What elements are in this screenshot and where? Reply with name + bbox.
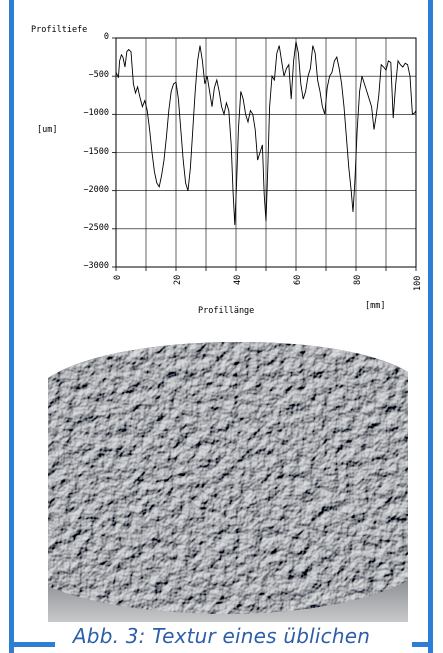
x-axis-title: Profillänge bbox=[198, 306, 255, 316]
y-tick-label: −1000 bbox=[83, 108, 109, 119]
frame-border-left bbox=[9, 0, 14, 653]
y-tick-label: −2000 bbox=[83, 184, 109, 195]
x-tick-label: 20 bbox=[173, 275, 183, 286]
x-axis-unit: [mm] bbox=[365, 301, 386, 311]
plot-frame bbox=[115, 37, 417, 268]
profile-series-line bbox=[115, 41, 417, 226]
figure-caption: Abb. 3: Textur eines üblichen bbox=[72, 624, 371, 648]
x-tick-label: 40 bbox=[233, 275, 243, 286]
texture-surface-image bbox=[48, 342, 408, 622]
x-tick-label: 60 bbox=[293, 275, 303, 286]
chart-ticks bbox=[112, 37, 417, 271]
frame-border-right bbox=[428, 0, 433, 653]
x-tick-label: 80 bbox=[353, 275, 363, 286]
x-tick-label: 100 bbox=[413, 275, 423, 291]
chart-grid bbox=[115, 37, 417, 268]
profile-chart bbox=[112, 37, 417, 271]
y-axis-unit: [um] bbox=[37, 125, 58, 135]
y-tick-label: −500 bbox=[88, 70, 109, 81]
y-axis-title: Profiltiefe bbox=[31, 25, 88, 35]
y-tick-label: −3000 bbox=[83, 261, 109, 271]
frame-border-bottom-left bbox=[9, 642, 55, 647]
texture-photo bbox=[48, 342, 408, 622]
y-tick-label: −2500 bbox=[83, 222, 109, 233]
y-tick-label: −1500 bbox=[83, 146, 109, 157]
frame-border-bottom-right bbox=[412, 642, 433, 647]
y-tick-label: 0 bbox=[103, 32, 109, 42]
x-tick-label: 0 bbox=[113, 275, 123, 281]
